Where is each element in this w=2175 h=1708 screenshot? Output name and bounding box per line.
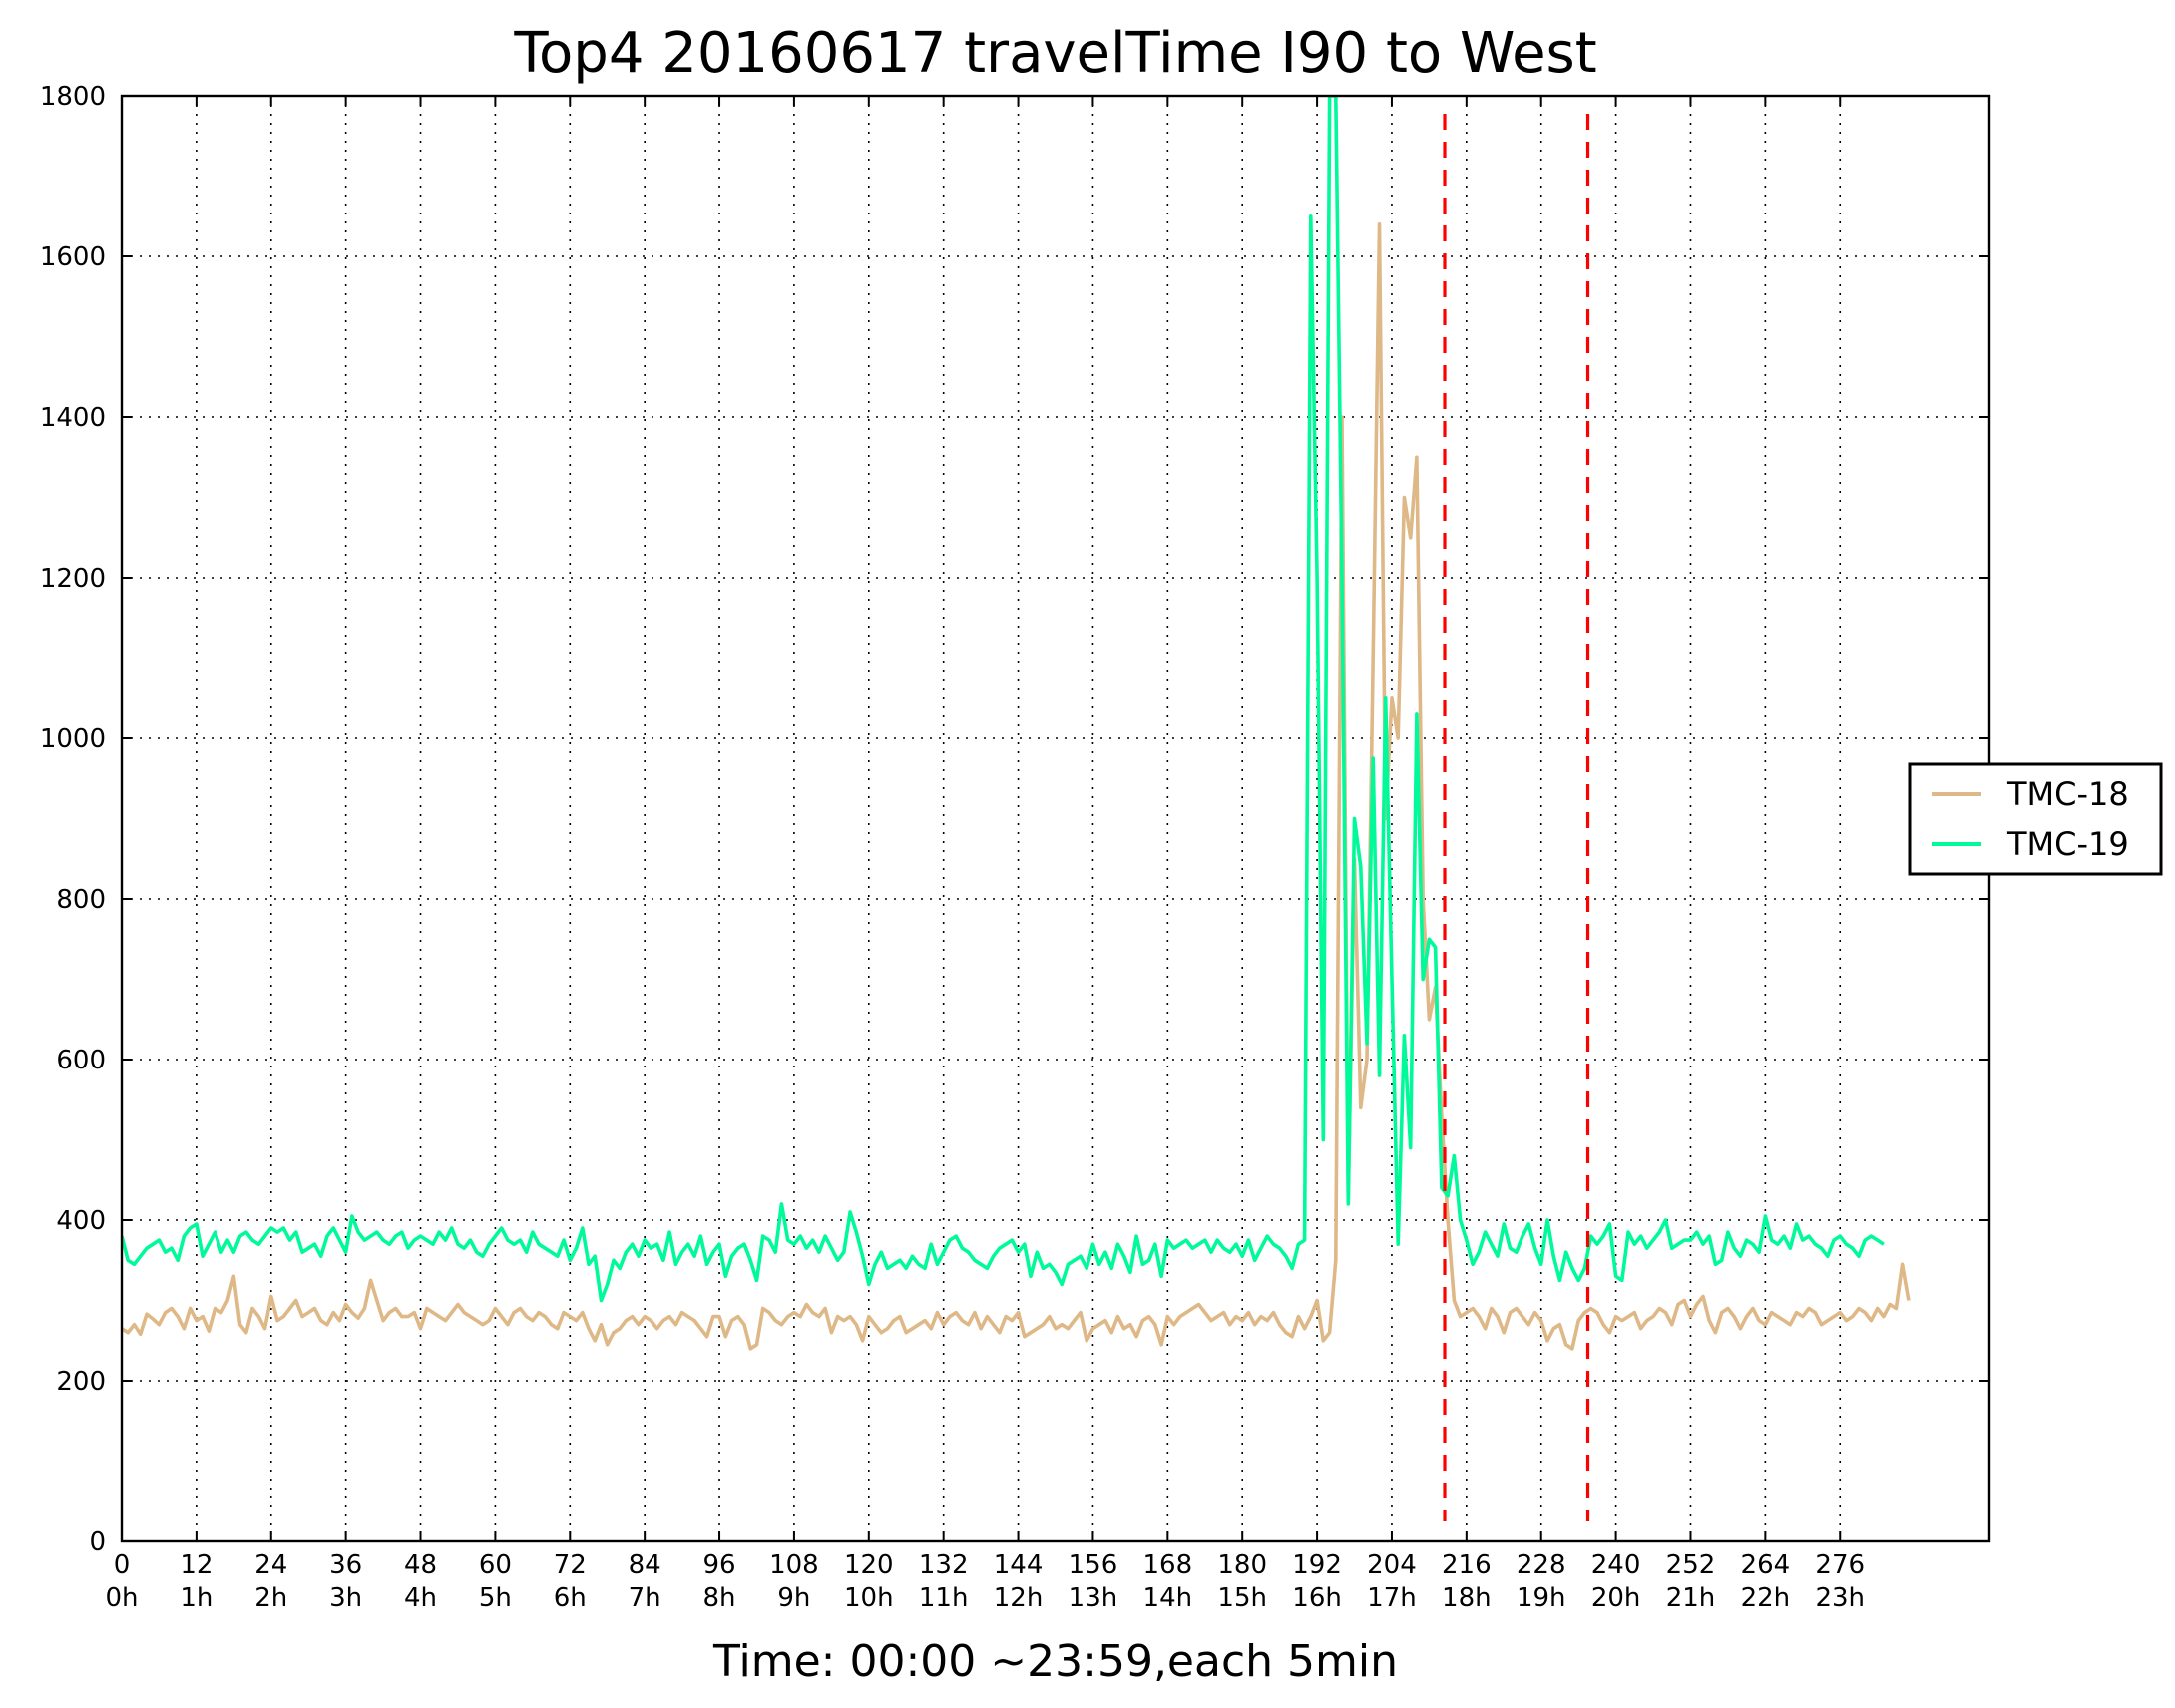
x-tick-hour-label: 19h xyxy=(1517,1583,1566,1613)
x-tick-hour-label: 8h xyxy=(703,1583,736,1613)
x-tick-hour-label: 0h xyxy=(105,1583,138,1613)
legend: TMC-18 TMC-19 xyxy=(1908,762,2163,876)
x-tick-label: 216 xyxy=(1442,1550,1492,1580)
x-tick-hour-label: 15h xyxy=(1217,1583,1267,1613)
x-tick-hour-label: 9h xyxy=(777,1583,810,1613)
x-tick-label: 12 xyxy=(180,1550,213,1580)
x-tick-label: 0 xyxy=(114,1550,131,1580)
y-tick-label: 1800 xyxy=(40,82,106,112)
y-tick-label: 1000 xyxy=(40,724,106,754)
x-tick-label: 240 xyxy=(1591,1550,1641,1580)
x-tick-label: 60 xyxy=(479,1550,512,1580)
series-line-tmc-18 xyxy=(122,222,1911,1351)
x-tick-hour-label: 5h xyxy=(479,1583,512,1613)
x-tick-hour-label: 21h xyxy=(1666,1583,1716,1613)
x-tick-label: 144 xyxy=(994,1550,1044,1580)
x-tick-hour-label: 18h xyxy=(1442,1583,1492,1613)
x-tick-hour-label: 23h xyxy=(1815,1583,1865,1613)
y-tick-label: 600 xyxy=(56,1046,106,1075)
legend-label: TMC-19 xyxy=(2006,825,2129,863)
x-tick-label: 120 xyxy=(844,1550,894,1580)
x-tick-label: 276 xyxy=(1815,1550,1865,1580)
x-axis-label: Time: 00:00 ~23:59,each 5min xyxy=(712,1636,1398,1687)
x-tick-hour-label: 1h xyxy=(180,1583,213,1613)
x-tick-hour-label: 2h xyxy=(254,1583,287,1613)
x-tick-hour-label: 7h xyxy=(629,1583,661,1613)
legend-label: TMC-18 xyxy=(2006,775,2129,813)
y-tick-label: 0 xyxy=(89,1527,106,1557)
x-tick-label: 132 xyxy=(919,1550,969,1580)
plot-area: 00h121h242h363h484h605h726h847h968h1089h… xyxy=(40,82,1991,1613)
series-line-tmc-19 xyxy=(122,96,1885,1303)
y-tick-label: 1200 xyxy=(40,564,106,594)
x-tick-hour-label: 4h xyxy=(404,1583,437,1613)
x-tick-label: 228 xyxy=(1517,1550,1566,1580)
x-tick-hour-label: 22h xyxy=(1741,1583,1791,1613)
x-tick-hour-label: 12h xyxy=(994,1583,1044,1613)
y-tick-label: 400 xyxy=(56,1206,106,1236)
x-tick-hour-label: 10h xyxy=(844,1583,894,1613)
x-tick-label: 96 xyxy=(702,1550,735,1580)
x-tick-hour-label: 17h xyxy=(1367,1583,1417,1613)
x-tick-hour-label: 20h xyxy=(1591,1583,1641,1613)
x-tick-hour-label: 3h xyxy=(329,1583,362,1613)
chart-title: Top4 20160617 travelTime I90 to West xyxy=(513,21,1596,86)
x-tick-label: 48 xyxy=(404,1550,437,1580)
x-tick-label: 24 xyxy=(254,1550,287,1580)
y-tick-label: 200 xyxy=(56,1367,106,1397)
x-tick-hour-label: 6h xyxy=(554,1583,587,1613)
x-tick-label: 36 xyxy=(329,1550,362,1580)
x-tick-label: 108 xyxy=(769,1550,819,1580)
x-tick-label: 84 xyxy=(629,1550,661,1580)
x-tick-label: 264 xyxy=(1741,1550,1791,1580)
x-tick-label: 156 xyxy=(1069,1550,1118,1580)
x-tick-label: 252 xyxy=(1666,1550,1716,1580)
x-tick-label: 180 xyxy=(1217,1550,1267,1580)
x-tick-hour-label: 11h xyxy=(919,1583,969,1613)
x-tick-hour-label: 14h xyxy=(1143,1583,1193,1613)
plot-frame xyxy=(120,94,1991,1543)
legend-box xyxy=(1908,762,2163,876)
x-tick-label: 72 xyxy=(554,1550,587,1580)
x-tick-label: 192 xyxy=(1292,1550,1342,1580)
x-tick-hour-label: 13h xyxy=(1069,1583,1118,1613)
x-tick-label: 168 xyxy=(1142,1550,1192,1580)
x-tick-label: 204 xyxy=(1367,1550,1417,1580)
y-tick-label: 1600 xyxy=(40,242,106,272)
x-tick-hour-label: 16h xyxy=(1292,1583,1342,1613)
y-tick-label: 1400 xyxy=(40,403,106,433)
y-tick-label: 800 xyxy=(56,885,106,915)
